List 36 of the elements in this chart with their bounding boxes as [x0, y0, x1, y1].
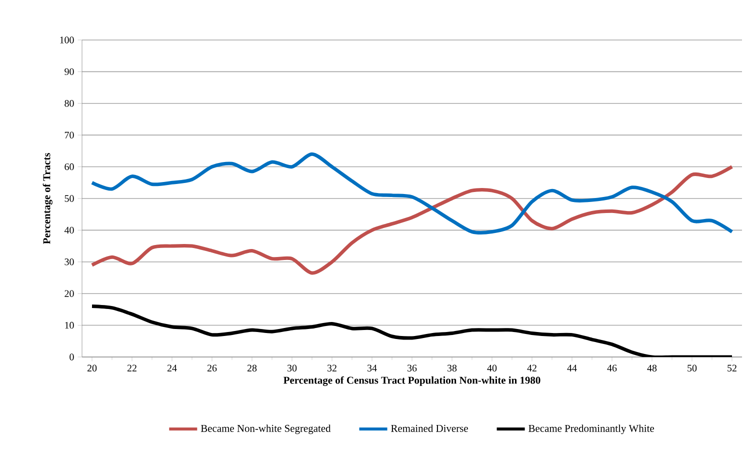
x-tick-label: 36 — [408, 364, 417, 372]
y-tick-label: 20 — [64, 290, 74, 297]
x-tick-label: 32 — [328, 364, 336, 372]
y-tick-label: 10 — [65, 322, 74, 329]
line-series — [90, 165, 734, 275]
x-tick-label: 42 — [527, 364, 536, 372]
x-tick-label: 38 — [448, 364, 457, 372]
x-tick-label: 20 — [87, 364, 97, 372]
y-tick-label: 30 — [64, 258, 74, 266]
y-axis-title: Percentage of Tracts — [42, 153, 52, 244]
legend-label: Became Non-white Segregated — [200, 424, 331, 434]
y-tick-label: 40 — [64, 226, 74, 234]
y-tick-label: 80 — [64, 100, 74, 107]
x-tick-label: 52 — [728, 364, 736, 372]
x-tick-label: 28 — [247, 364, 257, 372]
x-tick-label: 34 — [368, 364, 377, 372]
x-tick-label: 46 — [607, 364, 617, 372]
x-axis-title: Percentage of Census Tract Population Non-white in 1980 — [284, 376, 540, 386]
x-tick-label: 48 — [647, 364, 657, 372]
y-tick-label: 70 — [64, 132, 74, 138]
legend-label: Remained Diverse — [391, 424, 468, 432]
line-series — [90, 304, 734, 357]
y-tick-label: 50 — [64, 195, 74, 202]
x-tick-label: 44 — [567, 364, 577, 372]
y-tick-label: 90 — [64, 68, 74, 76]
x-tick-label: 50 — [688, 364, 697, 372]
y-tick-label: 0 — [70, 354, 74, 360]
y-tick-label: 60 — [64, 163, 74, 170]
x-tick-label: 22 — [127, 364, 136, 372]
line-series — [90, 152, 734, 234]
x-tick-label: 24 — [167, 364, 177, 372]
y-tick-label: 100 — [60, 36, 74, 44]
x-tick-label: 30 — [288, 364, 297, 372]
legend-label: Became Predominantly White — [528, 424, 654, 434]
x-tick-label: 26 — [207, 364, 217, 372]
x-tick-label: 40 — [487, 364, 497, 372]
